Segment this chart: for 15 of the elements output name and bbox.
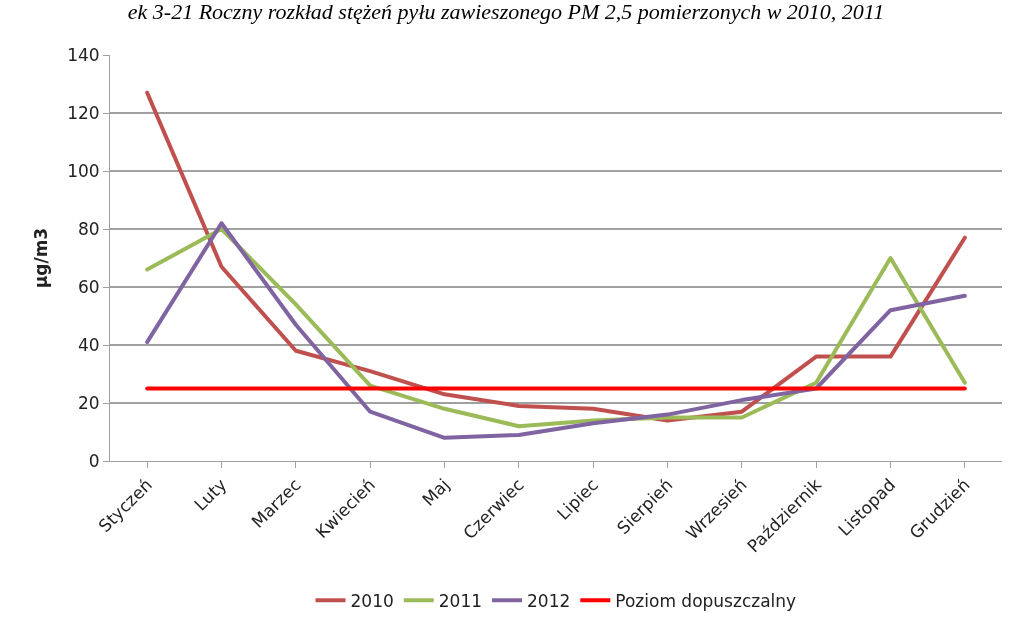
legend-label: 2012 [527, 590, 571, 611]
y-tick-label: 100 [67, 160, 100, 181]
legend-label: 2010 [350, 590, 394, 611]
y-tick-label: 40 [77, 334, 100, 355]
y-axis-title: µg/m3 [30, 227, 51, 289]
y-tick-label: 60 [77, 276, 100, 297]
chart-title: ek 3-21 Roczny rozkład stężeń pyłu zawieszonego PM 2,5 pomierzonych w 2010, 2011 [127, 0, 885, 24]
x-tick-label: Maj [418, 474, 454, 510]
y-tick-label: 20 [77, 392, 100, 413]
y-tick-label: 140 [67, 44, 100, 65]
legend-label: 2011 [438, 590, 483, 611]
y-tick-label: 80 [77, 218, 100, 239]
y-tick-label: 120 [67, 102, 100, 123]
legend-label: Poziom dopuszczalny [615, 590, 797, 611]
y-tick-label: 0 [88, 450, 100, 471]
